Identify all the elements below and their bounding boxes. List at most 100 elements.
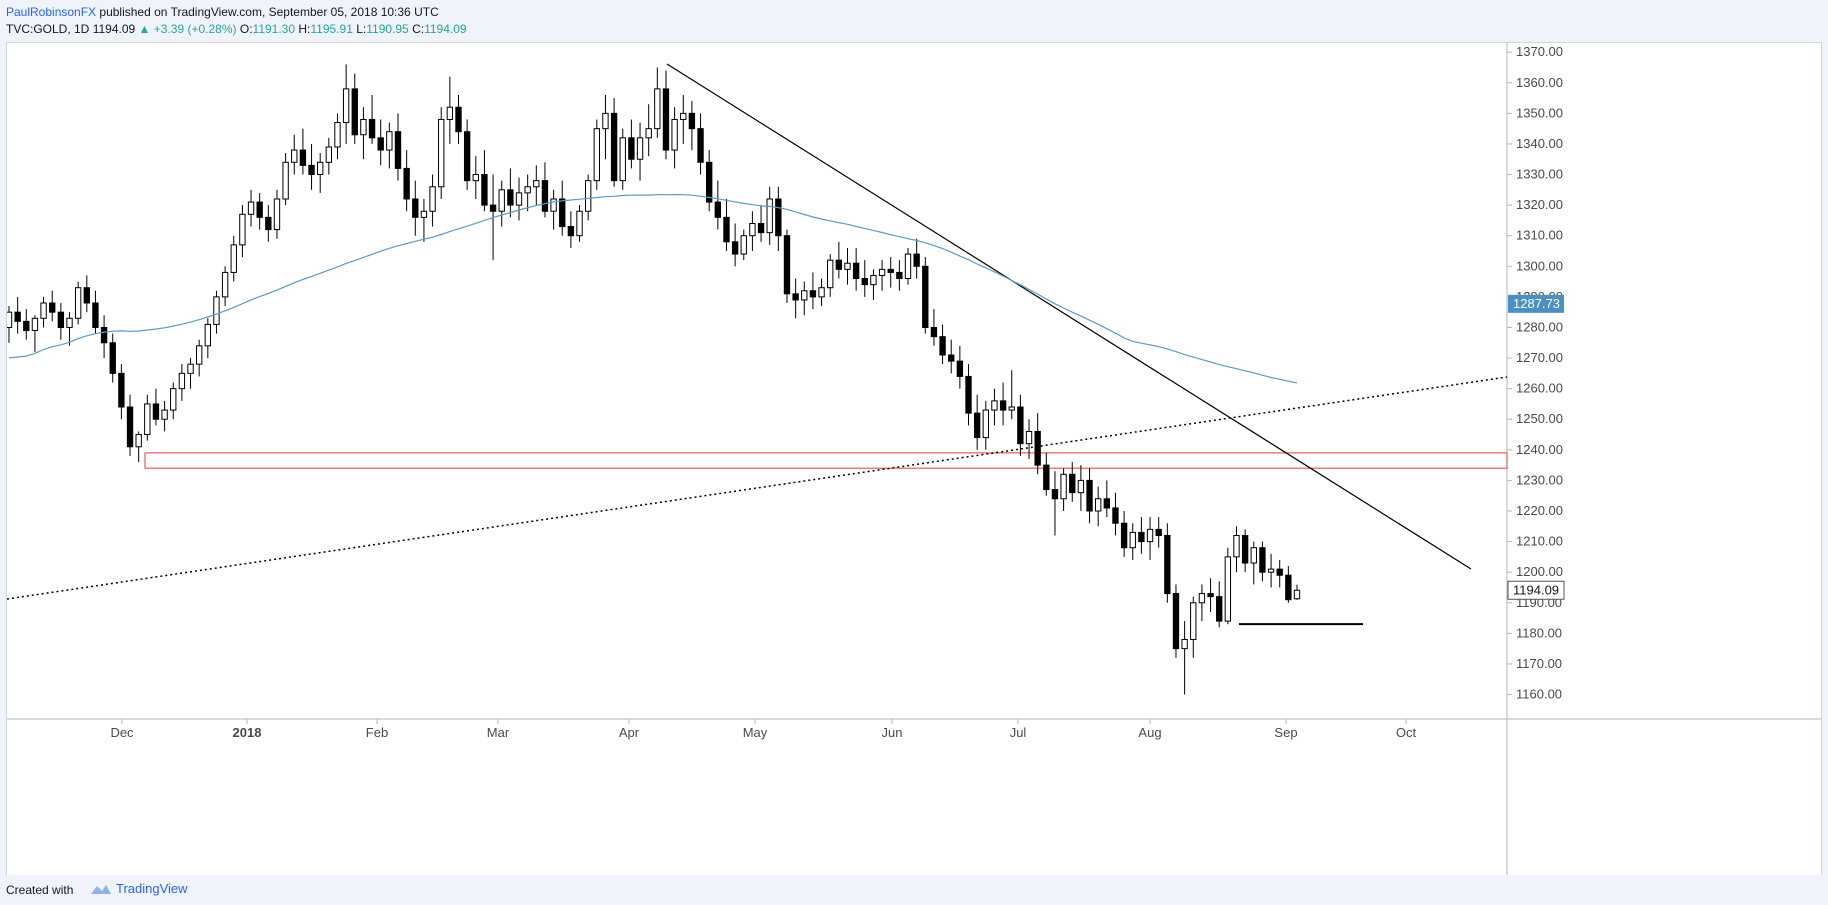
candle-body: [66, 317, 73, 328]
candle-body: [550, 198, 557, 212]
candle-body: [239, 213, 246, 246]
candle: [265, 205, 272, 242]
candle: [394, 113, 402, 181]
candle: [360, 107, 367, 160]
candle-body: [783, 235, 791, 295]
candle: [498, 180, 505, 227]
candle: [844, 247, 851, 285]
candle: [7, 306, 13, 343]
candle: [1129, 523, 1136, 560]
y-tick-label: 1180.00: [1516, 625, 1562, 640]
candle-body: [481, 174, 488, 206]
candle: [1086, 468, 1093, 524]
candle-body: [325, 146, 333, 163]
candle-body: [455, 106, 462, 133]
candle: [697, 113, 704, 175]
x-tick-label: Jul: [1010, 725, 1027, 740]
candle-body: [809, 290, 817, 298]
chart-pane[interactable]: 1370.00 1360.00 1350.00 1340.00 1330.00 1320.…: [6, 42, 1822, 897]
candle: [948, 339, 955, 374]
candle-body: [844, 262, 851, 270]
candle-body: [1172, 593, 1180, 650]
candle: [1190, 596, 1197, 658]
y-tick-label: 1300.00: [1516, 258, 1563, 273]
candle-body: [7, 311, 13, 328]
candle: [930, 309, 938, 346]
resistance-zone: [144, 452, 1508, 469]
ma-price-badge: 1287.73: [1513, 296, 1560, 311]
candle: [757, 205, 765, 242]
candle-body: [299, 149, 307, 166]
y-tick-label: 1350.00: [1516, 105, 1563, 120]
candle: [999, 382, 1007, 426]
candle-body: [187, 363, 194, 374]
candle-body: [1051, 489, 1059, 500]
candle-body: [1259, 547, 1266, 573]
candle: [645, 104, 652, 157]
candle-body: [377, 137, 384, 151]
candle: [170, 382, 177, 420]
candle: [187, 358, 194, 389]
candle-body: [438, 118, 445, 188]
candle-body: [273, 198, 281, 231]
candle-body: [489, 204, 497, 212]
candle: [429, 174, 436, 227]
candle: [1155, 517, 1162, 548]
candle: [922, 257, 929, 334]
candle: [792, 278, 799, 319]
candle: [1051, 471, 1059, 536]
y-tick-label: 1240.00: [1516, 442, 1563, 457]
candle-body: [291, 149, 298, 163]
candle-body: [1146, 528, 1154, 543]
candle-body: [420, 210, 428, 218]
candle-body: [567, 226, 575, 237]
candle-body: [766, 198, 773, 234]
candle: [584, 174, 592, 221]
candle-body: [896, 271, 903, 280]
candle: [515, 177, 523, 221]
author-link[interactable]: PaulRobinsonFX: [6, 5, 97, 19]
candle-body: [636, 137, 644, 160]
candle-body: [1241, 534, 1249, 564]
candle: [1233, 526, 1240, 573]
tradingview-link[interactable]: TradingView: [90, 881, 188, 896]
low-label: L:: [356, 22, 367, 36]
candle: [939, 324, 946, 365]
ma-price-badge-bg: [1508, 294, 1564, 313]
candle: [654, 67, 661, 138]
price-chart[interactable]: 1370.00 1360.00 1350.00 1340.00 1330.00 1320.…: [7, 43, 1821, 896]
candle: [714, 180, 722, 230]
candle: [723, 199, 730, 251]
candle: [325, 137, 333, 175]
tradingview-brand-label: TradingView: [116, 881, 188, 896]
candle-body: [870, 274, 877, 286]
candle-body: [887, 268, 894, 273]
candle: [195, 339, 203, 377]
candle: [610, 98, 618, 187]
candle-body: [714, 201, 722, 218]
candle-body: [498, 189, 505, 212]
candle-body: [619, 137, 626, 182]
candle: [49, 290, 56, 322]
y-tick-label: 1370.00: [1516, 44, 1563, 59]
candle-body: [1216, 596, 1223, 622]
candle: [1025, 419, 1033, 459]
symbol-label[interactable]: TVC:GOLD, 1D: [6, 22, 90, 36]
candle-body: [999, 400, 1007, 411]
candle: [66, 312, 73, 346]
candle: [913, 238, 920, 279]
candle-body: [1112, 507, 1119, 524]
candle-body: [757, 222, 765, 234]
candle: [567, 211, 575, 248]
y-tick-label: 1170.00: [1516, 656, 1562, 671]
candle-body: [213, 296, 220, 325]
candle: [749, 211, 756, 251]
y-tick-label: 1210.00: [1516, 534, 1563, 549]
candle-body: [1233, 534, 1240, 558]
last-price-badge-bg: [1508, 581, 1564, 600]
high-label: H:: [298, 22, 311, 36]
tradingview-logo-icon: [91, 884, 111, 894]
candle: [1267, 553, 1275, 588]
y-tick-label: 1320.00: [1516, 197, 1563, 212]
candle: [662, 70, 670, 160]
